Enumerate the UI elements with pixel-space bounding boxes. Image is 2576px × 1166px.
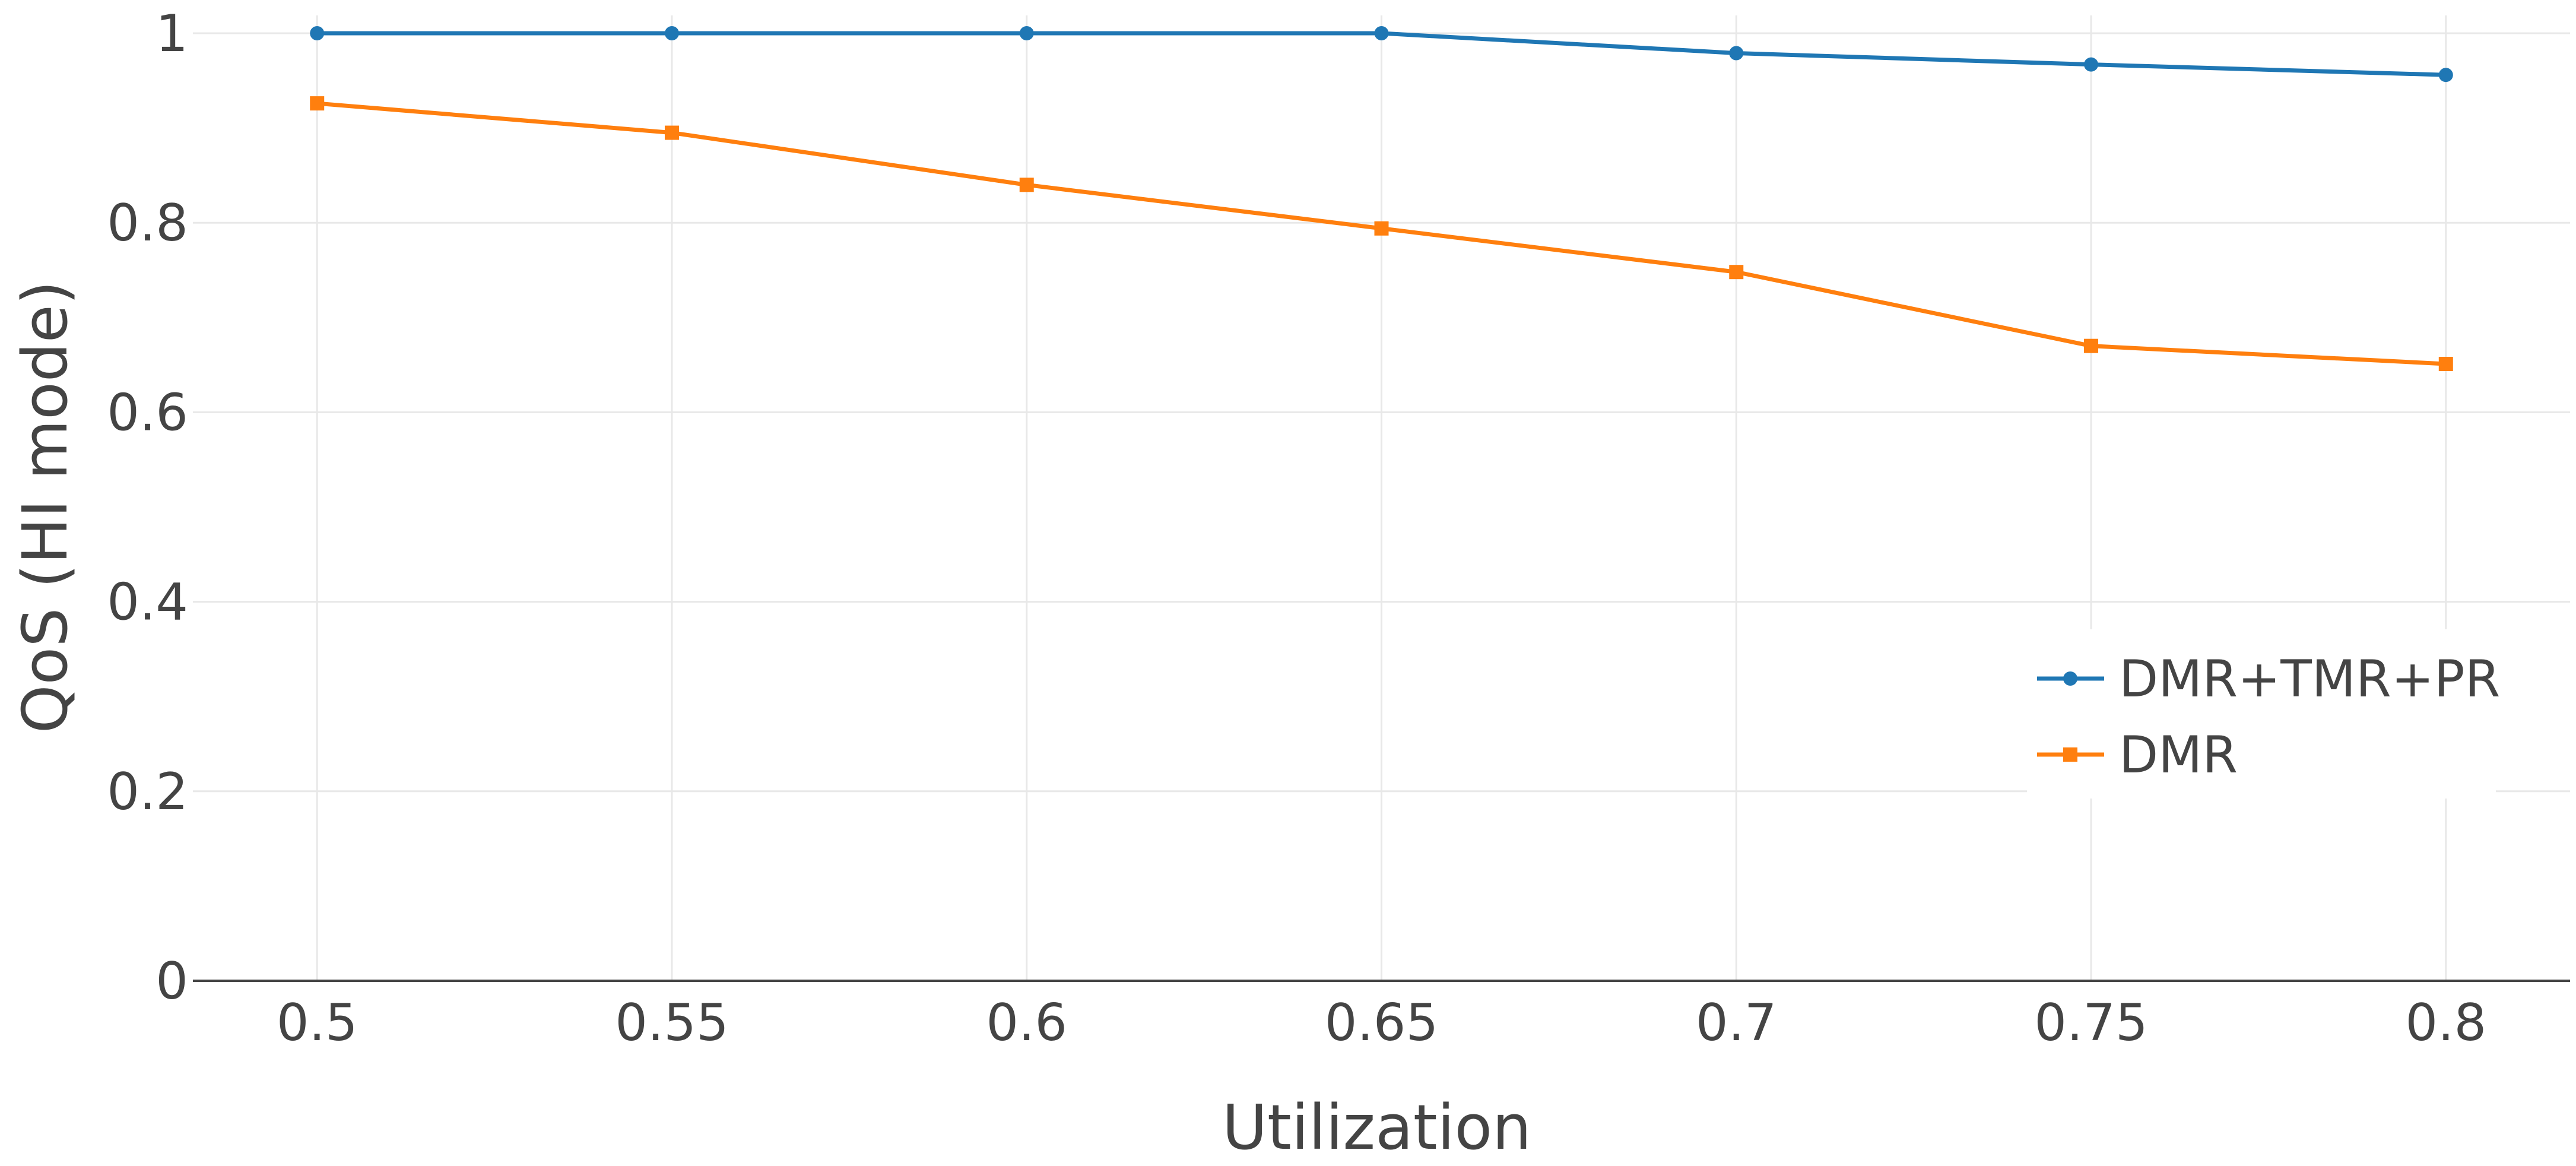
data-point	[2084, 57, 2099, 72]
data-point	[2438, 68, 2453, 83]
y-tick-label: 0	[156, 952, 188, 1011]
y-tick-label: 0.2	[107, 762, 188, 822]
x-axis-ticks: 0.5 0.55 0.6 0.65 0.7 0.75 0.8	[277, 993, 2486, 1053]
series-1	[310, 26, 2453, 83]
x-tick-label: 0.7	[1696, 993, 1777, 1053]
data-point	[1374, 221, 1389, 236]
series-layer	[310, 26, 2453, 372]
legend-label: DMR	[2119, 725, 2238, 785]
x-tick-label: 0.5	[277, 993, 358, 1053]
data-point	[2438, 357, 2453, 372]
legend-item: DMR	[2037, 725, 2238, 785]
y-tick-label: 0.8	[107, 194, 188, 253]
x-tick-label: 0.75	[2034, 993, 2147, 1053]
y-tick-label: 0.6	[107, 383, 188, 442]
legend-marker	[2063, 747, 2077, 762]
y-tick-label: 1	[156, 4, 188, 64]
y-axis-title: QoS (HI mode)	[9, 281, 81, 734]
data-point	[310, 26, 325, 40]
legend-label: DMR+TMR+PR	[2119, 649, 2500, 709]
legend-background	[2027, 629, 2496, 799]
data-point	[1019, 178, 1034, 192]
data-point	[1019, 26, 1034, 40]
legend: DMR+TMR+PR DMR	[2027, 629, 2500, 799]
legend-item: DMR+TMR+PR	[2037, 649, 2500, 709]
data-point	[1729, 46, 1744, 61]
grid	[193, 15, 2570, 981]
x-tick-label: 0.8	[2405, 993, 2486, 1053]
x-tick-label: 0.65	[1325, 993, 1438, 1053]
data-point	[1729, 265, 1744, 280]
data-point	[2084, 338, 2099, 353]
x-axis-title: Utilization	[1222, 1091, 1531, 1164]
data-point	[664, 125, 679, 140]
data-point	[310, 96, 325, 111]
legend-marker	[2063, 671, 2077, 686]
series-2	[310, 96, 2453, 372]
y-axis-ticks: 0 0.2 0.4 0.6 0.8 1	[107, 4, 188, 1011]
x-tick-label: 0.55	[615, 993, 728, 1053]
y-tick-label: 0.4	[107, 573, 188, 632]
data-point	[664, 26, 679, 40]
x-tick-label: 0.6	[986, 993, 1067, 1053]
data-point	[1374, 26, 1389, 40]
